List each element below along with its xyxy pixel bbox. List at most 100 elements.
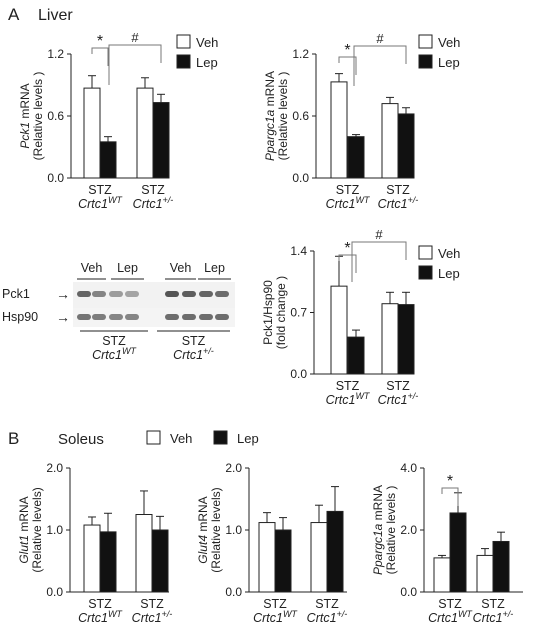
y-tick-label: 1.2 <box>47 47 64 61</box>
genotype-superscript: +/- <box>408 195 419 205</box>
significance-hash: # <box>375 227 383 242</box>
significance-star: * <box>344 42 350 59</box>
blot-caption-genotype: Crtc1WT <box>92 346 137 362</box>
chart-liver-ppargc1a: 0.0 0.6 1.2 Ppargc1a mRNA (Relative levels )… <box>263 31 460 211</box>
blot-band <box>125 291 139 297</box>
legend-swatch-veh <box>146 430 161 445</box>
blot-band <box>182 314 196 320</box>
bar-veh <box>258 522 276 593</box>
x-group-label-genotype: Crtc1+/- <box>133 195 174 211</box>
legend-swatch-veh <box>418 34 433 49</box>
significance-hash: # <box>131 30 139 45</box>
y-axis-label-unit: mRNA <box>371 485 385 524</box>
blot-band-arrow: → <box>56 286 70 302</box>
significance-bracket-hash <box>108 44 162 85</box>
genotype-superscript: WT <box>355 195 370 205</box>
blot-band <box>109 291 123 297</box>
y-tick-label: 0.0 <box>47 171 64 185</box>
bar-veh <box>330 285 348 375</box>
x-group-label-stz: STZ <box>386 379 410 393</box>
significance-bracket-star <box>338 254 357 273</box>
genotype-superscript: WT <box>283 609 298 619</box>
bar-lep <box>151 529 169 593</box>
blot-band <box>109 314 123 320</box>
x-group-label-genotype: Crtc1+/- <box>378 391 419 407</box>
x-group-label-genotype: Crtc1+/- <box>378 195 419 211</box>
y-tick-label: 2.0 <box>46 461 63 475</box>
y-tick-label: 0.0 <box>225 585 242 599</box>
blot-band <box>125 314 139 320</box>
y-axis-label-gene: Glut1 <box>17 535 31 564</box>
genotype-base: Crtc1 <box>132 611 162 625</box>
legend-label-veh: Veh <box>196 35 218 50</box>
genotype-superscript: WT <box>122 346 137 356</box>
genotype-base: Crtc1 <box>78 611 108 625</box>
y-axis-label: Ppargc1a mRNA <box>263 71 277 161</box>
y-axis-label-line2: (Relative levels ) <box>31 72 45 161</box>
significance-star: * <box>344 240 350 257</box>
genotype-superscript: WT <box>458 609 473 619</box>
bar-lep <box>152 102 170 179</box>
legend-label-lep: Lep <box>438 266 460 281</box>
y-axis-label: Ppargc1a mRNA <box>371 485 385 575</box>
x-group-label-stz: STZ <box>88 597 112 611</box>
genotype-base: Crtc1 <box>173 348 203 362</box>
blot-band <box>165 291 179 297</box>
x-group-label-stz: STZ <box>88 183 112 197</box>
significance-bracket-star <box>338 56 357 75</box>
bar-veh <box>381 303 399 375</box>
significance-star: * <box>97 33 103 50</box>
blot-band <box>199 314 213 320</box>
blot-band-label: Hsp90 <box>2 310 38 324</box>
y-axis-label: Pck1/Hsp90 <box>261 280 275 345</box>
blot-band-arrow: → <box>56 309 70 325</box>
y-axis-label-line2: (fold change ) <box>274 276 288 349</box>
y-axis-label-unit: mRNA <box>18 83 32 122</box>
blot-lane-group-label: Lep <box>204 261 225 275</box>
genotype-base: Crtc1 <box>428 611 458 625</box>
chart-soleus-ppargc1a: 0.0 2.0 4.0 Ppargc1a mRNA (Relative levels )… <box>371 461 523 625</box>
significance-bracket-star <box>441 487 459 506</box>
y-tick-label: 1.0 <box>46 523 63 537</box>
significance-hash: # <box>376 31 384 46</box>
bar-lep <box>326 510 344 593</box>
bar-veh <box>310 522 328 593</box>
bar-veh <box>83 524 101 593</box>
y-axis-label-line2: (Relative levels ) <box>384 486 398 575</box>
blot-band <box>215 314 229 320</box>
genotype-base: Crtc1 <box>378 393 408 407</box>
genotype-base: Crtc1 <box>473 611 503 625</box>
genotype-base: Crtc1 <box>307 611 337 625</box>
blot-caption-stz: STZ <box>102 334 126 348</box>
y-axis-label-gene: Ppargc1a <box>371 523 385 575</box>
x-group-label-stz: STZ <box>140 597 164 611</box>
y-tick-label: 1.0 <box>225 523 242 537</box>
significance-bracket-hash <box>353 45 407 86</box>
x-group-label-stz: STZ <box>481 597 505 611</box>
x-group-label-genotype: Crtc1WT <box>326 391 371 407</box>
blot-band <box>92 314 106 320</box>
bar-lep <box>99 531 117 593</box>
genotype-superscript: WT <box>108 195 123 205</box>
bar-veh <box>433 557 451 593</box>
significance-star: * <box>447 473 453 490</box>
genotype-superscript: +/- <box>203 346 214 356</box>
genotype-base: Crtc1 <box>326 393 356 407</box>
y-tick-label: 0.7 <box>290 306 307 320</box>
x-group-label-stz: STZ <box>336 183 360 197</box>
y-tick-label: 0.6 <box>47 109 64 123</box>
bar-veh <box>381 103 399 179</box>
bar-lep <box>99 141 117 179</box>
y-axis-label-unit: Pck1/Hsp90 <box>261 280 275 345</box>
genotype-superscript: +/- <box>408 391 419 401</box>
bar-veh <box>83 87 101 179</box>
y-tick-label: 0.6 <box>292 109 309 123</box>
x-group-label-stz: STZ <box>141 183 165 197</box>
y-tick-label: 1.4 <box>290 244 307 258</box>
x-group-label-genotype: Crtc1WT <box>78 195 123 211</box>
x-group-label-genotype: Crtc1+/- <box>307 609 348 625</box>
blot-membrane-hsp90 <box>73 308 235 327</box>
bar-veh <box>136 87 154 179</box>
genotype-superscript: WT <box>108 609 123 619</box>
